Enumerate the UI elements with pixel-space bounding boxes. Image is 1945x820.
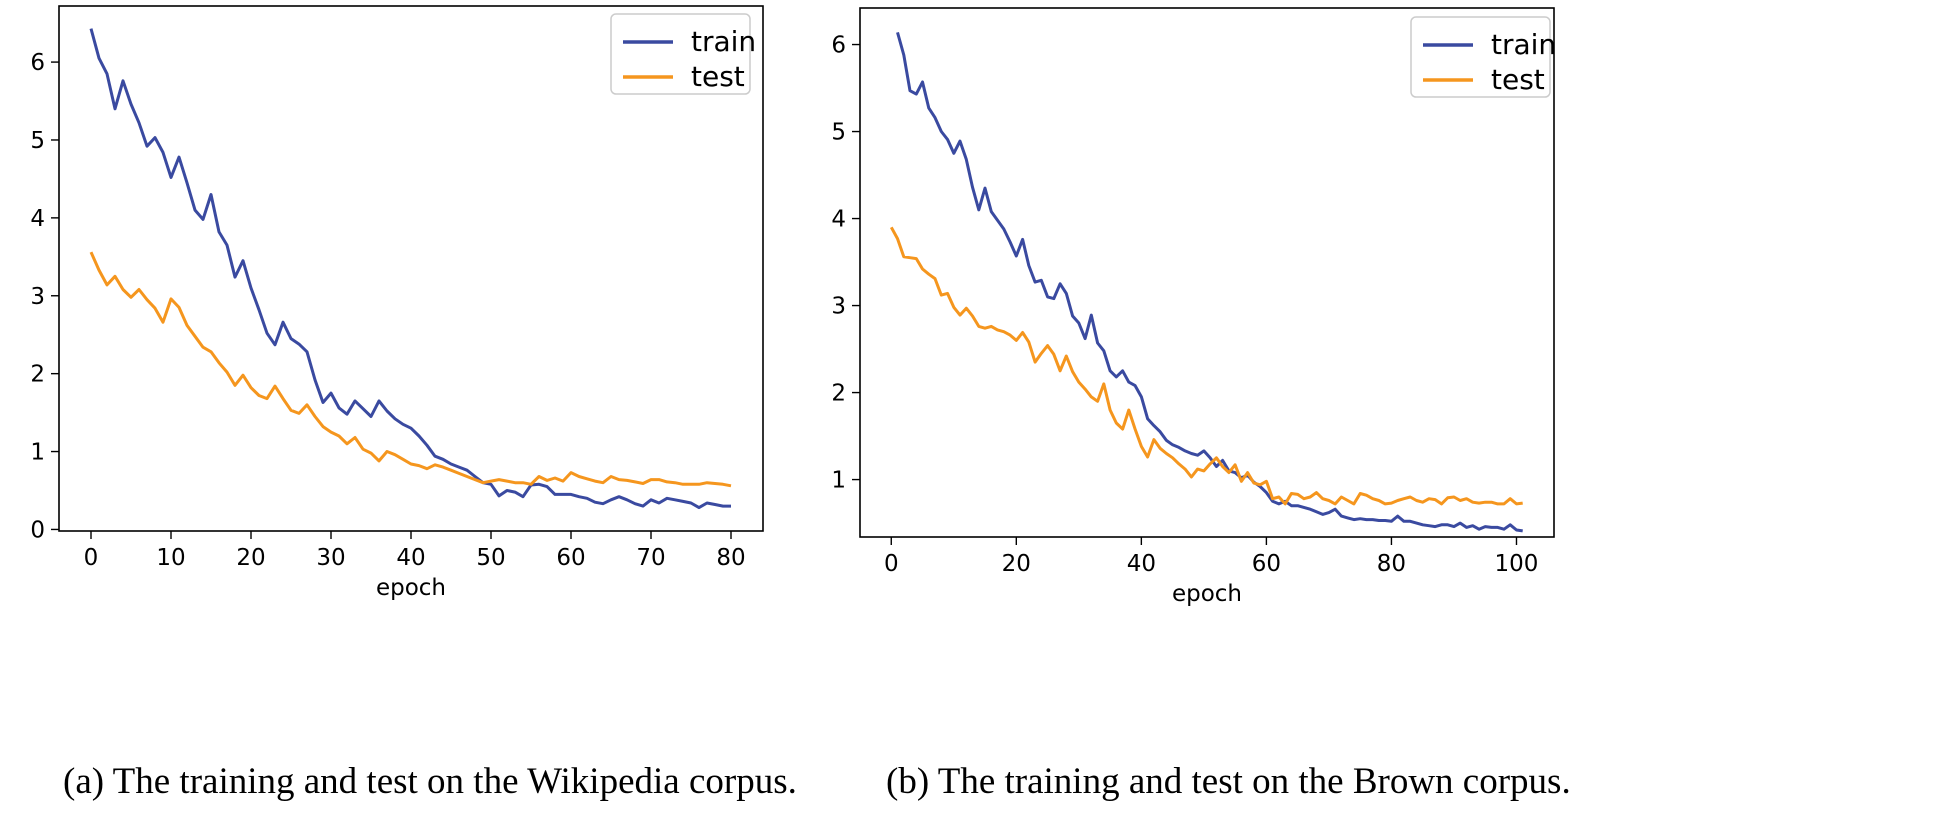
y-tick-label: 1 (30, 440, 45, 466)
legend-label-train: train (1491, 28, 1556, 61)
x-tick-label: 30 (316, 545, 345, 571)
chart-brown: 020406080100123456epochlosstraintest (774, 7, 1556, 607)
x-tick-label: 60 (1252, 551, 1281, 577)
plot-frame (859, 7, 1555, 538)
legend-box (610, 13, 751, 95)
y-tick-label: 1 (831, 468, 846, 494)
legend-box (1410, 16, 1551, 98)
x-axis-label: epoch (376, 575, 446, 601)
legend-label-test: test (1491, 63, 1545, 96)
series-line-train (89, 28, 731, 510)
x-tick-label: 80 (716, 545, 745, 571)
series-line-test (89, 251, 732, 488)
x-tick-label: 20 (236, 545, 265, 571)
y-tick-label: 3 (30, 284, 45, 310)
figure-caption-b: (b) The training and test on the Brown c… (886, 761, 1571, 802)
x-tick-label: 70 (636, 545, 665, 571)
x-tick-label: 0 (84, 545, 99, 571)
x-tick-label: 60 (556, 545, 585, 571)
x-tick-label: 40 (1127, 551, 1156, 577)
x-tick-label: 10 (156, 545, 185, 571)
x-tick-label: 50 (476, 545, 505, 571)
y-tick-label: 5 (30, 128, 45, 154)
x-tick-label: 40 (396, 545, 425, 571)
y-tick-label: 2 (831, 381, 846, 407)
y-tick-label: 2 (30, 362, 45, 388)
y-tick-label: 4 (30, 206, 45, 232)
y-tick-label: 6 (30, 50, 45, 76)
y-tick-label: 3 (831, 294, 846, 320)
y-tick-label: 5 (831, 120, 846, 146)
x-tick-label: 20 (1002, 551, 1031, 577)
x-tick-label: 100 (1495, 551, 1539, 577)
x-tick-label: 0 (884, 551, 899, 577)
series-line-test (889, 226, 1523, 506)
y-tick-label: 0 (30, 517, 45, 543)
chart-panel-wikipedia: 010203040506070800123456epochlosstrainte… (0, 0, 960, 820)
y-tick-label: 4 (831, 207, 846, 233)
legend-label-train: train (691, 25, 756, 58)
legend-label-test: test (691, 60, 745, 93)
x-axis-label: epoch (1172, 581, 1242, 607)
series-line-train (896, 31, 1523, 533)
x-tick-label: 80 (1377, 551, 1406, 577)
y-tick-label: 6 (831, 33, 846, 59)
chart-wikipedia: 010203040506070800123456epochlosstrainte… (30, 5, 764, 601)
figure-caption-a: (a) The training and test on the Wikiped… (63, 761, 797, 802)
chart-panel-brown: 020406080100123456epochlosstraintest (b)… (774, 0, 1945, 820)
